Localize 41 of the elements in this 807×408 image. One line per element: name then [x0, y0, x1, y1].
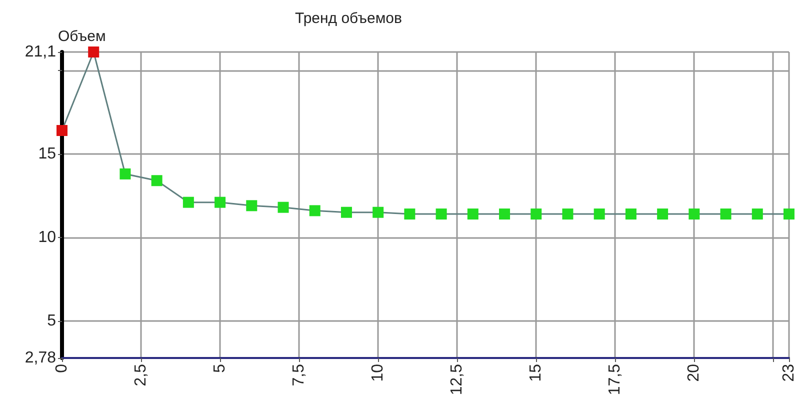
point [88, 46, 100, 58]
point [436, 208, 447, 220]
point [467, 208, 478, 220]
point [657, 208, 668, 220]
point [182, 196, 194, 208]
point [246, 200, 258, 212]
point [404, 208, 416, 220]
point [151, 175, 162, 186]
x-tick-label: 5 [212, 364, 229, 373]
chart-title: Тренд объемов [295, 10, 402, 27]
x-tick-label: 15 [528, 364, 545, 382]
point [309, 205, 320, 216]
x-tick-label: 2,5 [132, 364, 150, 386]
x-tick-label: 20 [686, 364, 703, 382]
y-axis-title: Объем [58, 28, 106, 46]
point [120, 168, 131, 180]
point [625, 208, 636, 220]
point [56, 125, 68, 136]
point [530, 208, 542, 220]
y-tick-label: 2,78 [24, 350, 56, 366]
y-tick-label: 5 [47, 312, 56, 330]
point [688, 208, 700, 220]
x-tick-label: 7,5 [290, 364, 308, 386]
point [720, 208, 732, 220]
point [214, 196, 226, 208]
x-tick-label: 23 [780, 364, 798, 382]
point [784, 208, 794, 220]
point [340, 206, 352, 218]
x-tick-label: 17,5 [606, 364, 624, 396]
x-tick-label: 0 [54, 364, 70, 373]
point [594, 208, 605, 220]
point [499, 208, 510, 220]
point [278, 202, 289, 213]
x-tick-label: 12,5 [448, 364, 466, 396]
y-tick-label: 10 [38, 228, 56, 246]
point [372, 206, 384, 218]
y-tick-label: 15 [38, 145, 56, 162]
x-tick-label: 10 [370, 364, 387, 382]
point [752, 208, 763, 220]
y-tick-label: 21,1 [24, 44, 56, 60]
point [562, 208, 574, 220]
